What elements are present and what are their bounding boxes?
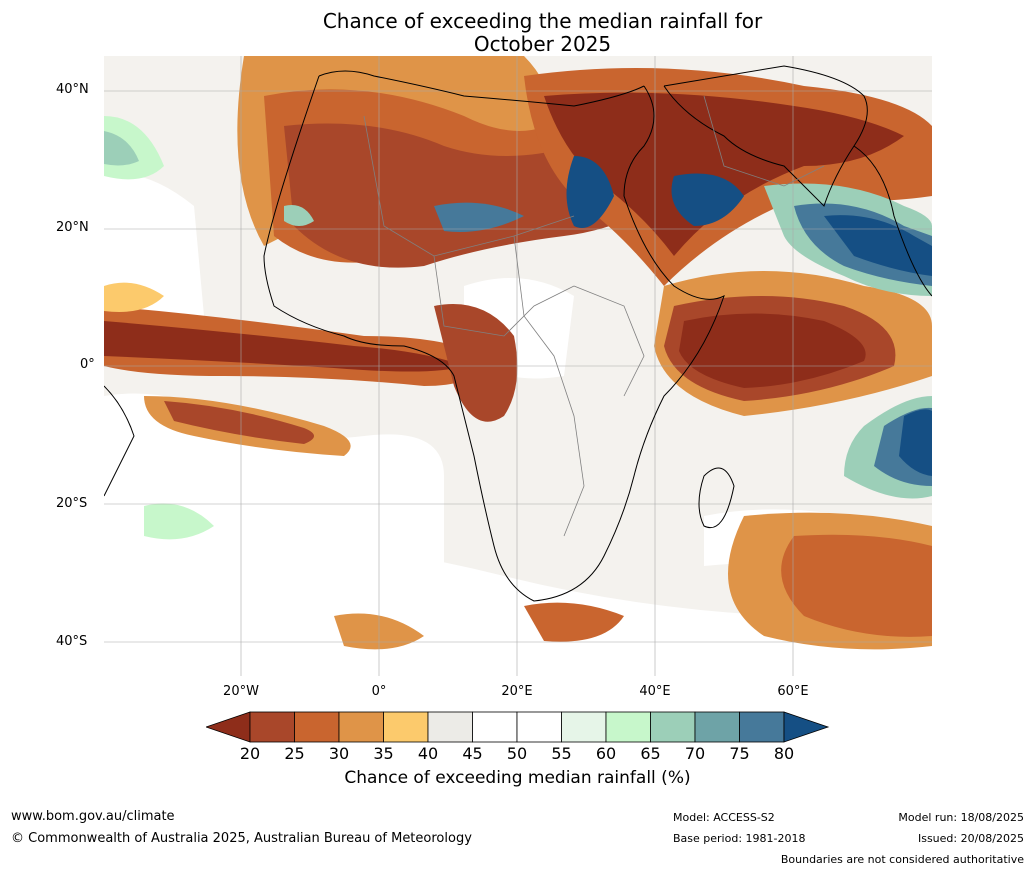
lat-label-20s: 20°S [56,496,88,511]
colorbar-tick-label: 20 [239,744,261,763]
colorbar-swatch [472,711,518,743]
lon-label-20e: 20°E [501,684,533,699]
white-patches [104,174,932,676]
colorbar-tick-label: 75 [729,744,750,763]
colorbar-label: Chance of exceeding median rainfall (%) [344,768,691,788]
title-line-1: Chance of exceeding the median rainfall … [322,9,763,33]
colorbar-swatch [739,711,785,743]
colorbar-swatch [694,711,740,743]
lat-label-equator: 0° [80,357,95,372]
colorbar-swatch [338,711,384,743]
lat-label-20n: 20°N [56,220,89,235]
colorbar-tick-label: 65 [640,744,661,763]
title-line-2: October 2025 [473,32,612,56]
colorbar-tick-label: 45 [462,744,483,763]
colorbar-tick-label: 40 [417,744,439,763]
copyright-text: © Commonwealth of Australia 2025, Austra… [11,831,472,846]
colorbar-tick-label: 50 [506,744,528,763]
rainfall-map [104,56,932,676]
colorbar-tick-label: 25 [284,744,305,763]
lon-label-20w: 20°W [223,684,259,699]
colorbar-swatches [206,711,830,743]
colorbar-tick-label: 55 [551,744,572,763]
issued-date: Issued: 20/08/2025 [917,832,1024,845]
colorbar-swatch [650,711,696,743]
model-name: Model: ACCESS-S2 [673,811,775,824]
colorbar-swatch [516,711,562,743]
colorbar-swatch [383,711,429,743]
gridlines [104,56,932,676]
lon-label-60e: 60°E [777,684,809,699]
wet-anomaly-regions [104,116,932,540]
lon-label-0: 0° [371,684,387,699]
boundaries-disclaimer: Boundaries are not considered authoritat… [780,853,1024,866]
colorbar-swatch [294,711,340,743]
lon-label-40e: 40°E [639,684,671,699]
country-borders [363,95,825,537]
colorbar-over-triangle [783,711,830,743]
colorbar-swatch [427,711,473,743]
lat-label-40s: 40°S [56,634,88,649]
colorbar-swatch [249,711,295,743]
map-title: Chance of exceeding the median rainfall … [0,10,1035,56]
colorbar [206,711,830,743]
colorbar-tick-label: 80 [773,744,795,763]
colorbar-tick-label: 70 [684,744,706,763]
colorbar-tick-label: 35 [373,744,394,763]
colorbar-under-triangle [206,711,251,743]
coastlines [104,65,932,602]
colorbar-tick-label: 60 [595,744,617,763]
lat-label-40n: 40°N [56,82,89,97]
colorbar-tick-label: 30 [328,744,350,763]
model-run-date: Model run: 18/08/2025 [898,811,1024,824]
colorbar-swatch [561,711,607,743]
colorbar-swatch [605,711,651,743]
website-link[interactable]: www.bom.gov.au/climate [11,809,175,824]
base-period: Base period: 1981-2018 [673,832,806,845]
